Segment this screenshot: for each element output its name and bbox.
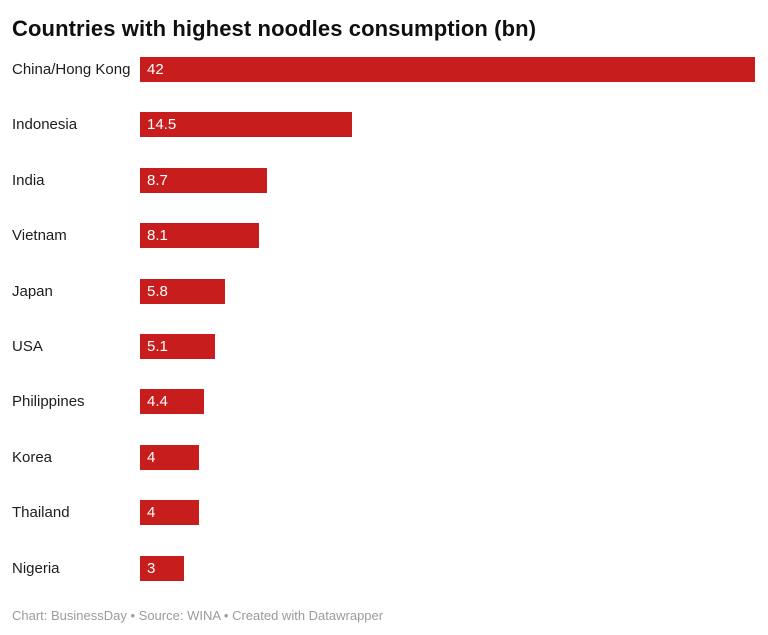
bar-row: Thailand 4 — [12, 500, 768, 526]
bar-track: 5.1 — [140, 333, 755, 359]
value-label: 42 — [147, 61, 164, 78]
category-label: USA — [12, 337, 43, 355]
category-label: Thailand — [12, 504, 70, 522]
value-label: 5.1 — [147, 337, 168, 355]
category-label: India — [12, 171, 45, 189]
bar-track: 4 — [140, 500, 755, 526]
bar-track: 8.1 — [140, 223, 755, 249]
bar-track: 14.5 — [140, 112, 755, 138]
bar-track: 3 — [140, 555, 755, 581]
bar-track: 4 — [140, 444, 755, 470]
bar-track: 42 — [140, 57, 755, 82]
bar-row: Indonesia 14.5 — [12, 112, 768, 138]
value-label: 8.1 — [147, 227, 168, 245]
bar-row: China/Hong Kong 42 — [12, 57, 768, 82]
bar: 14.5 — [140, 112, 353, 138]
bar: 4 — [140, 500, 199, 526]
category-label: Indonesia — [12, 116, 78, 134]
bar: 4 — [140, 444, 199, 470]
category-label: Philippines — [12, 393, 85, 411]
value-label: 5.8 — [147, 282, 168, 300]
bar-track: 8.7 — [140, 167, 755, 193]
bar-row: USA 5.1 — [12, 333, 768, 359]
bar-row: Philippines 4.4 — [12, 389, 768, 415]
bar-track: 4.4 — [140, 389, 755, 415]
value-label: 8.7 — [147, 171, 168, 189]
bar-row: Nigeria 3 — [12, 555, 768, 581]
attribution-line: Chart: BusinessDay • Source: WINA • Crea… — [12, 607, 384, 623]
bar: 5.1 — [140, 333, 215, 359]
value-label: 3 — [147, 559, 156, 577]
bar: 42 — [140, 57, 755, 82]
bar-track: 5.8 — [140, 278, 755, 304]
category-label: Vietnam — [12, 227, 67, 245]
category-label: Nigeria — [12, 559, 60, 577]
bar: 8.1 — [140, 223, 259, 249]
bar: 3 — [140, 555, 184, 581]
category-label: Japan — [12, 282, 53, 300]
bar-row: India 8.7 — [12, 167, 768, 193]
value-label: 4 — [147, 448, 156, 466]
value-label: 14.5 — [147, 116, 177, 134]
chart-card: Countries with highest noodles consumpti… — [0, 16, 768, 635]
bar-chart: China/Hong Kong 42 Indonesia 14.5 India 8.7 Vi… — [0, 57, 768, 581]
bar: 8.7 — [140, 167, 268, 193]
value-label: 4.4 — [147, 393, 168, 411]
bar: 5.8 — [140, 278, 225, 304]
category-label: China/Hong Kong — [12, 61, 131, 78]
value-label: 4 — [147, 504, 156, 522]
chart-title: Countries with highest noodles consumpti… — [12, 16, 537, 41]
category-label: Korea — [12, 448, 53, 466]
bar-row: Vietnam 8.1 — [12, 223, 768, 249]
bar-row: Japan 5.8 — [12, 278, 768, 304]
bar: 4.4 — [140, 389, 205, 415]
bar-row: Korea 4 — [12, 444, 768, 470]
